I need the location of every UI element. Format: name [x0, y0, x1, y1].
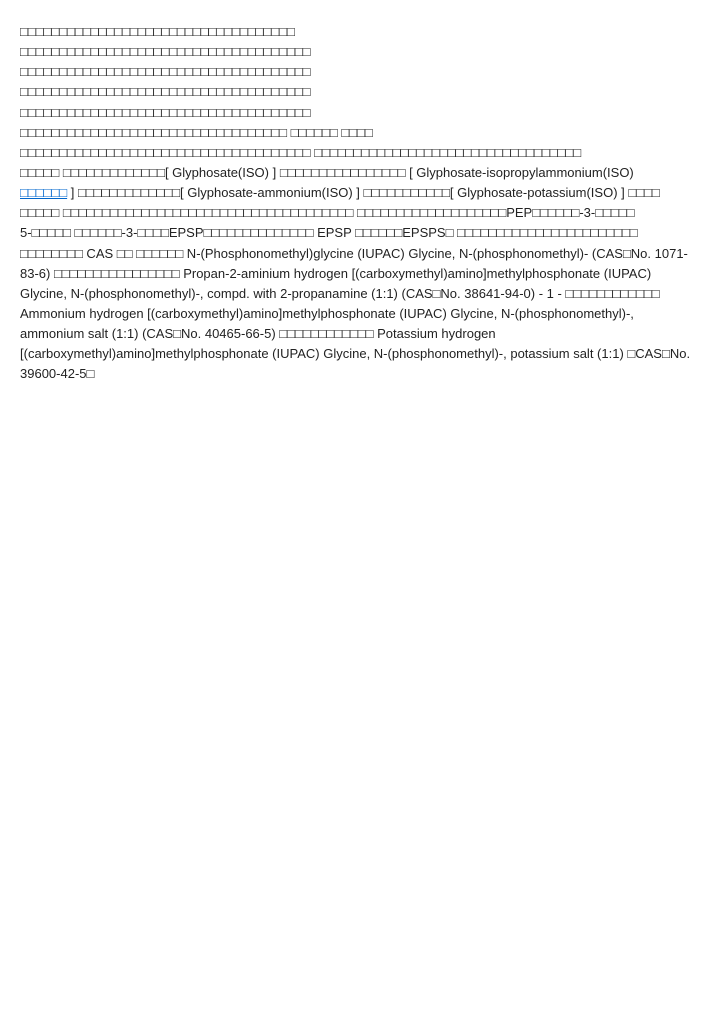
- text-line-10: □□□□□ □□□□□□□□□□□□□□□□□□□□□□□□□□□□□□□□□□…: [20, 203, 700, 223]
- text-line-11: 5-□□□□□ □□□□□□-3-□□□□EPSP□□□□□□□□□□□□□□ …: [20, 223, 700, 243]
- text-line-9: □□□□□□ ] □□□□□□□□□□□□□[ Glyphosate-ammon…: [20, 183, 700, 203]
- text-span-9b: ] □□□□□□□□□□□□□[ Glyphosate-ammonium(ISO…: [67, 185, 660, 200]
- text-line-2: □□□□□□□□□□□□□□□□□□□□□□□□□□□□□□□□□□□□□: [20, 42, 700, 62]
- text-line-4: □□□□□□□□□□□□□□□□□□□□□□□□□□□□□□□□□□□□□: [20, 82, 700, 102]
- text-line-5: □□□□□□□□□□□□□□□□□□□□□□□□□□□□□□□□□□□□□: [20, 103, 700, 123]
- link-text[interactable]: □□□□□□: [20, 185, 67, 200]
- text-line-8: □□□□□ □□□□□□□□□□□□□[ Glyphosate(ISO) ] □…: [20, 163, 700, 183]
- text-line-3: □□□□□□□□□□□□□□□□□□□□□□□□□□□□□□□□□□□□□: [20, 62, 700, 82]
- text-block-12: □□□□□□□□ CAS □□ □□□□□□ N-(Phosphonomethy…: [20, 244, 700, 385]
- document-body: □□□□□□□□□□□□□□□□□□□□□□□□□□□□□□□□□□□ □□□□…: [20, 22, 700, 385]
- text-span-8a: □□□□□ □□□□□□□□□□□□□[ Glyphosate(ISO) ] □…: [20, 165, 634, 180]
- text-line-7: □□□□□□□□□□□□□□□□□□□□□□□□□□□□□□□□□□□□□ □□…: [20, 143, 700, 163]
- text-line-6: □□□□□□□□□□□□□□□□□□□□□□□□□□□□□□□□□□ □□□□□…: [20, 123, 700, 143]
- text-line-1: □□□□□□□□□□□□□□□□□□□□□□□□□□□□□□□□□□□: [20, 22, 700, 42]
